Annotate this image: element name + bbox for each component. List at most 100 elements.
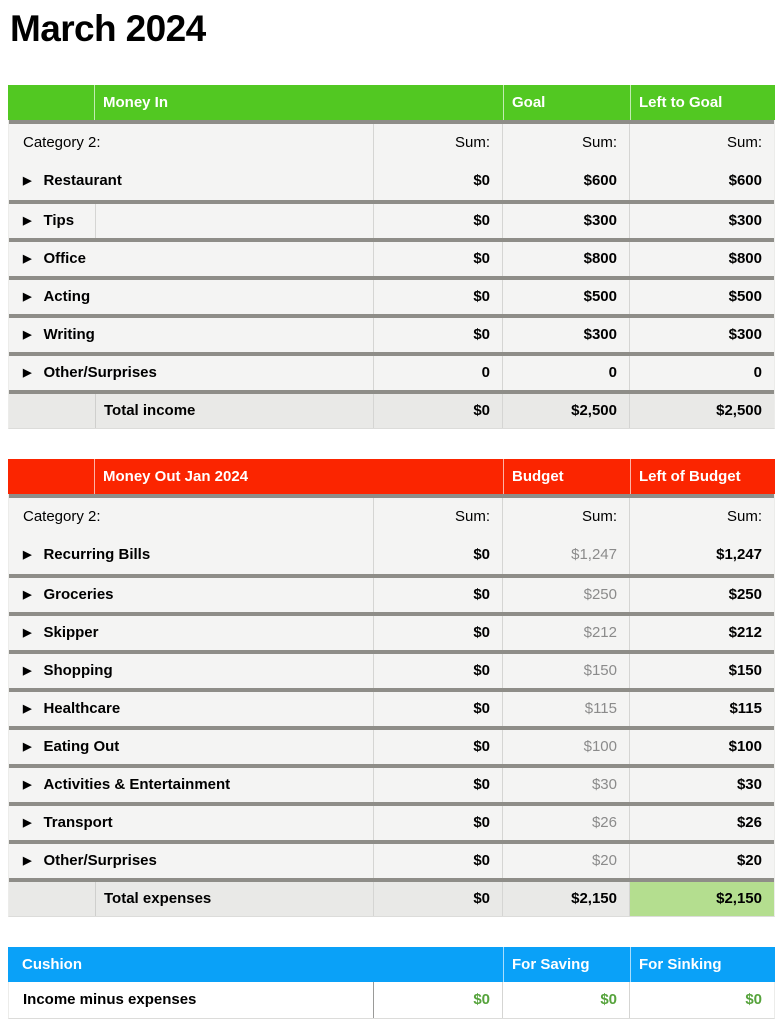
row-label: Healthcare: [43, 700, 121, 718]
row-separator: [9, 573, 774, 578]
row-label-cell[interactable]: ▶ Skipper: [9, 616, 373, 650]
total-row: Total income $0 $2,500 $2,500: [9, 393, 774, 428]
row-label: Acting: [43, 288, 91, 306]
value-cell: $0: [373, 161, 502, 200]
money-in-title-cell: Money In: [103, 93, 169, 111]
row-label-cell[interactable]: ▶ Transport: [9, 806, 373, 840]
disclosure-triangle-icon[interactable]: ▶: [23, 589, 32, 602]
table-row: ▶ Office $0 $800 $800: [9, 241, 774, 276]
value-cell: $0: [373, 805, 502, 840]
row-separator: [9, 687, 774, 692]
disclosure-triangle-icon[interactable]: ▶: [23, 703, 32, 716]
value-cell: $250: [629, 577, 774, 612]
disclosure-triangle-icon[interactable]: ▶: [23, 253, 32, 266]
value-cell: $0: [373, 691, 502, 726]
row-label-cell[interactable]: ▶ Other/Surprises: [9, 356, 373, 390]
label-subcell: ▶ Tips: [9, 203, 96, 238]
disclosure-triangle-icon[interactable]: ▶: [23, 665, 32, 678]
value-cell: $115: [629, 691, 774, 726]
disclosure-triangle-icon[interactable]: ▶: [23, 741, 32, 754]
row-label-cell[interactable]: ▶ Activities & Entertainment: [9, 768, 373, 802]
value-cell: $212: [629, 615, 774, 650]
row-label-cell[interactable]: ▶ Eating Out: [9, 730, 373, 764]
value-cell: $1,247: [629, 535, 774, 574]
row-label-cell[interactable]: ▶ Other/Surprises: [9, 844, 373, 878]
row-label: Other/Surprises: [43, 852, 157, 870]
value-cell: $250: [502, 577, 629, 612]
value-cell: $0: [373, 393, 502, 428]
total-label-cell: Total expenses: [9, 881, 373, 916]
value-cell: $0: [373, 881, 502, 916]
disclosure-triangle-icon[interactable]: ▶: [23, 817, 32, 830]
value-cell: $500: [629, 279, 774, 314]
row-separator: [9, 877, 774, 882]
table-row: ▶ Other/Surprises $0 $20 $20: [9, 843, 774, 878]
value-cell: $600: [502, 161, 629, 200]
cushion-table: Cushion For Saving For Sinking Income mi…: [8, 946, 775, 1019]
disclosure-triangle-icon[interactable]: ▶: [23, 291, 32, 304]
row-label-cell[interactable]: ▶ Recurring Bills: [9, 536, 373, 574]
disclosure-triangle-icon[interactable]: ▶: [23, 779, 32, 792]
cushion-body: Income minus expenses $0 $0 $0: [8, 981, 775, 1019]
money-in-table: Money In Goal Left to Goal Category 2: Su…: [8, 84, 775, 429]
table-row: ▶ Activities & Entertainment $0 $30 $30: [9, 767, 774, 802]
money-in-left-to-goal-column-header: Left to Goal: [630, 84, 775, 120]
value-cell: $20: [629, 843, 774, 878]
table-row: ▶ Eating Out $0 $100 $100: [9, 729, 774, 764]
category-row: Category 2: Sum: Sum: Sum:: [9, 123, 774, 162]
disclosure-triangle-icon[interactable]: ▶: [23, 549, 32, 562]
row-label: Other/Surprises: [43, 364, 157, 382]
row-label-cell[interactable]: ▶ Acting: [9, 280, 373, 314]
disclosure-triangle-icon[interactable]: ▶: [23, 855, 32, 868]
sum-header-cell: Sum:: [629, 123, 774, 162]
value-cell: $2,500: [502, 393, 629, 428]
disclosure-triangle-icon[interactable]: ▶: [23, 175, 32, 188]
row-label-cell[interactable]: ▶ Tips: [9, 203, 373, 238]
for-sinking-column-header: For Sinking: [630, 946, 775, 982]
value-cell: $30: [502, 767, 629, 802]
money-out-table: Money Out Jan 2024 Budget Left of Budget…: [8, 458, 775, 917]
disclosure-triangle-icon[interactable]: ▶: [23, 329, 32, 342]
row-separator: [9, 389, 774, 394]
row-label: Restaurant: [43, 172, 122, 190]
row-label-cell[interactable]: ▶ Healthcare: [9, 692, 373, 726]
row-label: Writing: [43, 326, 95, 344]
value-cell: $2,150: [502, 881, 629, 916]
row-label-cell[interactable]: ▶ Office: [9, 242, 373, 276]
disclosure-triangle-icon[interactable]: ▶: [23, 627, 32, 640]
money-in-header: Money In Goal Left to Goal: [8, 84, 775, 120]
value-cell: $0: [373, 279, 502, 314]
value-cell: $2,150: [629, 881, 774, 916]
row-label: Shopping: [43, 662, 113, 680]
total-label: Total income: [104, 402, 196, 420]
money-out-left-of-budget-column-header: Left of Budget: [630, 458, 775, 494]
category-label: Category 2:: [23, 134, 101, 152]
row-label: Activities & Entertainment: [43, 776, 231, 794]
income-minus-expenses-label: Income minus expenses: [23, 991, 197, 1009]
value-cell: $500: [502, 279, 629, 314]
disclosure-triangle-icon[interactable]: ▶: [23, 215, 32, 228]
value-cell: $800: [629, 241, 774, 276]
row-label-cell[interactable]: ▶ Shopping: [9, 654, 373, 688]
row-label: Recurring Bills: [43, 546, 151, 564]
row-label-cell[interactable]: ▶ Writing: [9, 318, 373, 352]
for-sinking-value-cell: $0: [629, 981, 774, 1018]
money-out-header: Money Out Jan 2024 Budget Left of Budget: [8, 458, 775, 494]
row-separator: [9, 725, 774, 730]
money-out-title-cell: Money Out Jan 2024: [103, 467, 249, 485]
money-in-goal-column-header: Goal: [503, 84, 630, 120]
row-separator: [9, 313, 774, 318]
row-label: Tips: [43, 212, 75, 230]
total-label: Total expenses: [104, 890, 212, 908]
row-label-cell[interactable]: ▶ Groceries: [9, 578, 373, 612]
total-label-cell: Total income: [9, 393, 373, 428]
row-label-cell[interactable]: ▶ Restaurant: [9, 162, 373, 200]
row-separator: [9, 351, 774, 356]
sum-header-cell: Sum:: [629, 497, 774, 536]
disclosure-triangle-icon[interactable]: ▶: [23, 367, 32, 380]
row-separator: [9, 801, 774, 806]
table-row: Income minus expenses $0 $0 $0: [9, 981, 774, 1018]
money-out-corner-cell: [8, 458, 95, 494]
value-cell: $300: [629, 203, 774, 238]
